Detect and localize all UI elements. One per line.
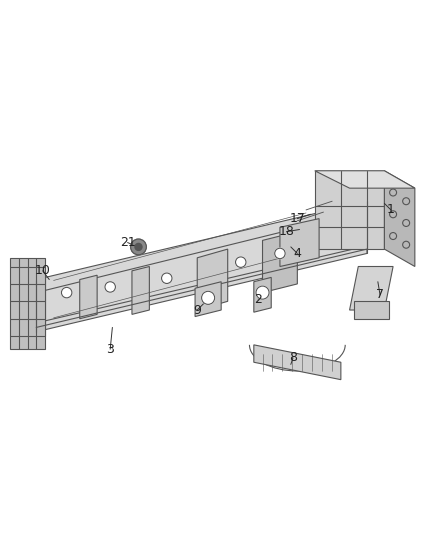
- Text: 10: 10: [35, 264, 51, 277]
- Polygon shape: [80, 275, 97, 319]
- Text: 17: 17: [290, 212, 305, 225]
- Polygon shape: [195, 282, 221, 317]
- Polygon shape: [385, 171, 415, 266]
- Polygon shape: [315, 171, 415, 188]
- Circle shape: [61, 287, 72, 298]
- Polygon shape: [262, 232, 297, 293]
- Text: 18: 18: [279, 225, 294, 238]
- Polygon shape: [280, 219, 319, 266]
- Text: 3: 3: [106, 343, 114, 356]
- Polygon shape: [254, 345, 341, 379]
- Polygon shape: [350, 266, 393, 310]
- Polygon shape: [197, 249, 228, 310]
- Circle shape: [105, 282, 116, 292]
- Circle shape: [236, 257, 246, 268]
- Text: 21: 21: [120, 236, 135, 249]
- Polygon shape: [354, 301, 389, 319]
- Text: 9: 9: [193, 303, 201, 317]
- Polygon shape: [254, 277, 271, 312]
- Polygon shape: [10, 258, 45, 349]
- Text: 2: 2: [254, 293, 262, 305]
- Text: 7: 7: [376, 288, 384, 301]
- Polygon shape: [315, 171, 385, 249]
- Polygon shape: [28, 266, 45, 336]
- Text: 8: 8: [289, 351, 297, 365]
- Circle shape: [256, 286, 269, 299]
- Circle shape: [275, 248, 285, 259]
- Circle shape: [201, 292, 215, 304]
- Circle shape: [135, 244, 142, 251]
- Text: 4: 4: [293, 247, 301, 260]
- Circle shape: [162, 273, 172, 284]
- Circle shape: [131, 239, 146, 255]
- Text: 1: 1: [387, 204, 395, 216]
- Polygon shape: [36, 201, 367, 332]
- Polygon shape: [132, 266, 149, 314]
